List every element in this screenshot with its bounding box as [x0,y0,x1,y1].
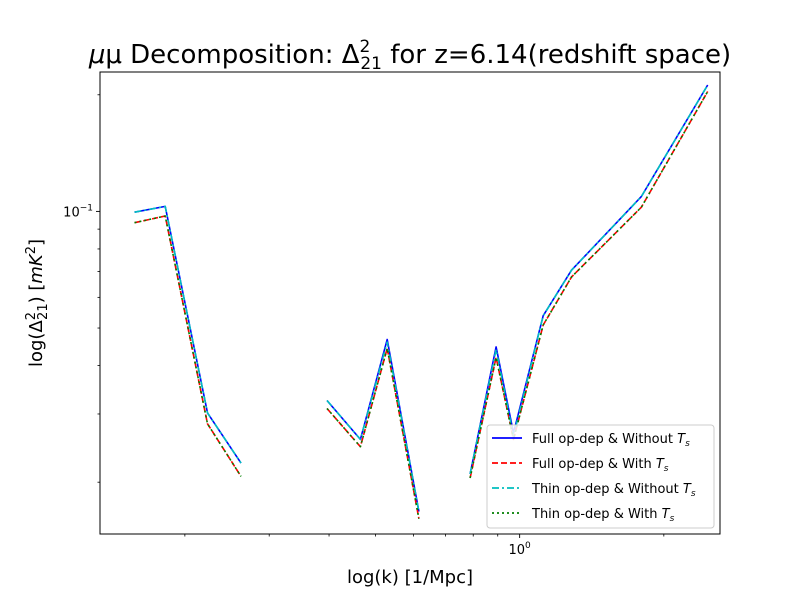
chart-title: μμ Decomposition: Δ2 21 for z=6.14(redshi… [88,37,731,74]
legend-label-1-subscript: s [685,439,690,449]
series-4 [134,91,709,519]
legend-label-1-prefix: Full op-dep & Without [532,432,677,447]
legend-label-4-T: T [662,507,671,522]
y-label-superscript: 2 [24,312,39,320]
x-axis-label: log(k) [1/Mpc] [347,567,473,588]
legend-label-2-prefix: Full op-dep & With [532,457,656,472]
series-4-segment-2 [326,347,420,519]
y-axis-label: log(Δ221) [mK2] [24,239,51,367]
legend-label-4-prefix: Thin op-dep & With [531,507,662,522]
plot-frame [99,71,721,535]
series-3 [134,84,709,512]
series-4-segment-3 [469,91,709,479]
legend-label-1-T: T [677,432,686,447]
y-label-prefix: log(Δ [26,320,47,367]
legend-label-1: Full op-dep & Without Ts [532,432,690,449]
y-label-mid: ) [ [26,284,47,304]
legend-label-4-subscript: s [670,514,675,524]
title-mu: μ [88,40,106,70]
legend-label-4: Thin op-dep & With Ts [531,507,675,524]
series-2-segment-1 [134,215,242,477]
title-prefix: μ Decomposition: Δ [105,40,359,70]
y-tick-label-base-1: 10 [63,205,80,220]
title-suffix: for z=6.14(redshift space) [382,40,731,70]
x-tick-label-1: 100 [509,541,532,558]
legend-label-3: Thin op-dep & Without Ts [531,482,696,499]
series-3-segment-2 [326,341,420,512]
y-label-unit-superscript: 2 [24,246,39,254]
legend-label-3-T: T [683,482,692,497]
series-4-segment-1 [134,215,242,477]
y-tick-label-exponent-1: −1 [80,203,93,213]
x-tick-label-exponent-1: 0 [525,541,531,551]
legend-label-2-T: T [656,457,665,472]
legend-label-2: Full op-dep & With Ts [532,457,669,474]
title-subscript: 21 [360,54,382,74]
legend-box [486,424,715,529]
series-layer [134,84,709,519]
legend-label-2-subscript: s [664,464,669,474]
legend-label-3-prefix: Thin op-dep & Without [531,482,683,497]
legend-label-3-subscript: s [691,489,696,499]
y-label-subscript: 21 [36,303,51,320]
y-label-close: ] [26,239,47,246]
x-tick-label-base-1: 10 [509,543,526,558]
y-label-unit: mK [26,253,47,284]
title-superscript: 2 [360,37,371,57]
series-3-segment-1 [134,205,242,464]
y-tick-label-1: 10−1 [63,203,93,220]
series-1-segment-3 [469,84,709,475]
